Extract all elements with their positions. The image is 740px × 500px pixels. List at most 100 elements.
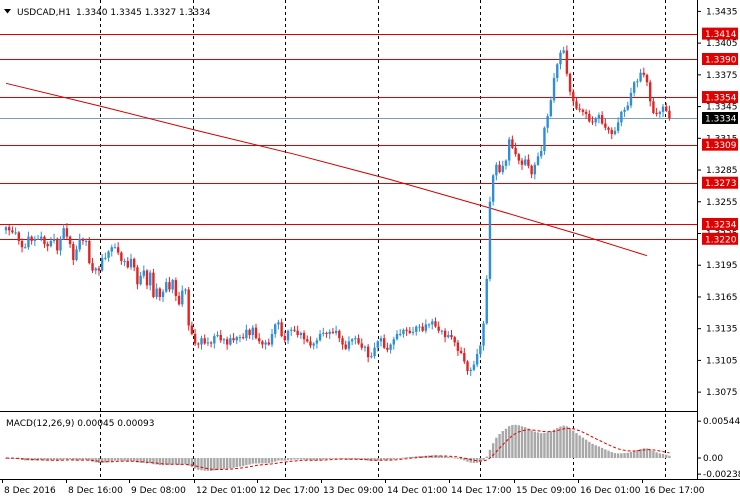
macd-bar <box>588 441 591 459</box>
macd-bar <box>536 432 540 459</box>
y-tick-label: 1.3375 <box>706 71 738 81</box>
candle-body <box>616 122 620 131</box>
macd-bar <box>293 458 296 460</box>
candle-body <box>440 330 444 332</box>
macd-bar <box>184 458 187 465</box>
macd-bar <box>168 458 171 465</box>
macd-bar <box>78 458 81 461</box>
macd-signal-line <box>5 427 670 471</box>
macd-bar <box>49 458 53 461</box>
candle-body <box>91 263 94 271</box>
candle-body <box>75 249 78 260</box>
candle-body <box>469 369 472 371</box>
candle-body <box>325 332 328 334</box>
x-tick-label: 16 Dec 17:00 <box>644 486 705 496</box>
candle-body <box>149 272 152 286</box>
candle-body <box>382 338 386 348</box>
candle-body <box>40 236 43 239</box>
candle-body <box>145 270 149 286</box>
time-axis[interactable]: 8 Dec 2016 8 Dec 16:00 9 Dec 08:00 12 Dec 0… <box>2 479 705 496</box>
candle-body <box>283 336 287 341</box>
macd-label: MACD(12,26,9) 0.00045 0.00093 <box>6 419 155 429</box>
macd-bar <box>382 458 386 460</box>
macd-bar <box>655 452 658 459</box>
macd-bar <box>517 425 520 459</box>
macd-axis: 0.00544 0.00 -0.00238 <box>697 417 740 480</box>
macd-bar <box>299 458 303 460</box>
level-badge-label: 1.3390 <box>705 55 737 65</box>
macd-bar <box>607 450 610 459</box>
macd-bar <box>546 432 549 459</box>
macd-bar <box>286 458 290 461</box>
candle-body <box>248 329 251 336</box>
candle-body <box>591 121 594 123</box>
macd-bar <box>334 458 338 459</box>
candle-body <box>142 270 146 276</box>
candle-body <box>152 272 155 297</box>
macd-bar <box>136 458 139 463</box>
price-axis[interactable]: 1.34351.34051.33751.33451.33151.32851.32… <box>697 7 738 398</box>
macd-bar <box>232 458 235 468</box>
candle-body <box>501 165 504 173</box>
macd-bar <box>59 458 62 461</box>
candle-body <box>254 327 258 339</box>
macd-bar <box>427 455 431 459</box>
macd-bar <box>283 458 287 461</box>
candle-body <box>110 247 113 252</box>
macd-tick-label: -0.00238 <box>703 470 740 480</box>
candle-body <box>552 78 556 101</box>
macd-bar <box>322 458 325 460</box>
macd-bar <box>206 458 210 471</box>
macd-bar <box>366 458 370 461</box>
macd-bar <box>264 458 267 464</box>
candle-body <box>379 338 383 342</box>
triangle-down-icon[interactable] <box>4 9 11 14</box>
x-tick-label: 12 Dec 01:00 <box>196 486 257 496</box>
macd-bar <box>84 458 88 460</box>
macd-bar <box>466 458 469 462</box>
candle-body <box>408 330 412 333</box>
candle-body <box>11 230 14 233</box>
candle-body <box>629 92 633 106</box>
macd-bar <box>165 458 168 465</box>
macd-bar <box>123 458 126 461</box>
macd-bar <box>312 458 315 461</box>
macd-bar <box>623 453 626 459</box>
candle-body <box>190 325 194 334</box>
macd-bar <box>665 454 668 459</box>
macd-bar <box>379 458 383 460</box>
ma-line <box>5 82 648 257</box>
moving-average <box>5 82 648 257</box>
macd-bar <box>229 458 232 469</box>
macd-bar <box>235 458 238 468</box>
candle-body <box>645 74 649 83</box>
macd-bar <box>399 458 402 459</box>
candle-body <box>405 329 408 331</box>
macd-bar <box>270 458 274 463</box>
macd-bar <box>578 435 581 459</box>
macd-bar <box>504 428 508 459</box>
macd-bar <box>552 429 556 459</box>
macd-bar <box>405 457 408 459</box>
candle-body <box>594 118 597 123</box>
macd-bar <box>245 458 248 466</box>
macd-bar <box>376 458 379 461</box>
macd-bar <box>158 458 162 466</box>
macd-bar <box>88 458 91 461</box>
candle-body <box>123 260 126 262</box>
macd-bar <box>187 458 190 466</box>
macd-bar <box>402 457 405 459</box>
macd-bar <box>540 433 543 459</box>
candle-body <box>286 330 290 341</box>
candle-body <box>584 111 588 114</box>
macd-bar <box>360 458 363 460</box>
candle-body <box>549 100 553 117</box>
level-lines <box>0 34 697 240</box>
macd-bar <box>203 458 206 471</box>
candle-body <box>450 335 453 338</box>
macd-bar <box>219 458 222 470</box>
candle-body <box>8 227 11 231</box>
candle-body <box>482 323 485 346</box>
macd-bar <box>309 458 312 461</box>
